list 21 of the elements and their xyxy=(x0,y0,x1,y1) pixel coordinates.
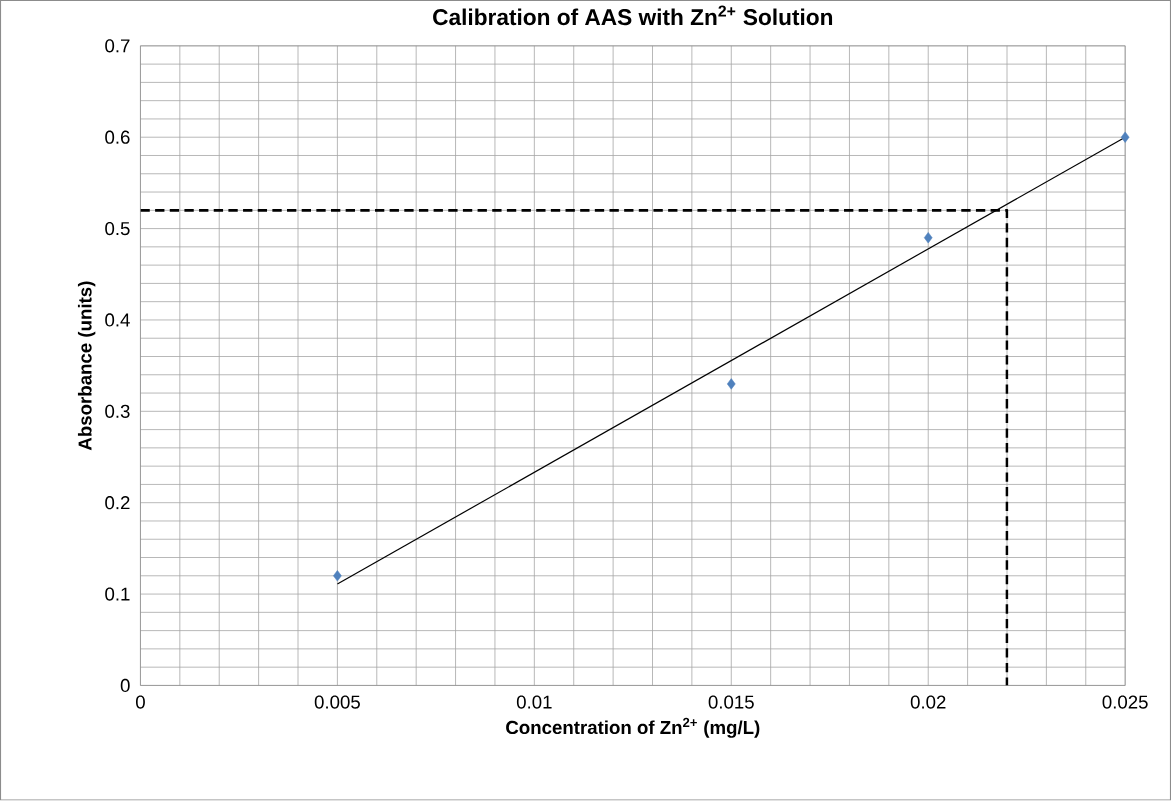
x-tick-label: 0.02 xyxy=(910,695,946,709)
x-tick-label: 0.01 xyxy=(516,695,552,709)
y-tick-label: 0.2 xyxy=(105,496,130,510)
point xyxy=(727,378,736,390)
y-tick-label: 0.4 xyxy=(105,313,130,327)
y-tick-label: 0 xyxy=(120,679,130,693)
point xyxy=(923,232,933,244)
point xyxy=(333,570,342,582)
x-tick-label: 0.015 xyxy=(708,695,754,709)
x-tick-label: 0 xyxy=(135,695,145,709)
x-tick-label: 0.005 xyxy=(314,695,360,709)
y-tick-label: 0.5 xyxy=(105,222,130,236)
y-tick-label: 0.6 xyxy=(105,130,130,145)
point xyxy=(1120,131,1130,144)
y-tick-label: 0.7 xyxy=(105,39,130,53)
y-tick-label: 0.3 xyxy=(105,404,130,419)
y-tick-label: 0.1 xyxy=(105,587,130,601)
x-axis-title: Concentration of Zn$^{2+}$ (mg/L) xyxy=(506,718,760,739)
y-axis-title: Absorbance (units) xyxy=(77,281,96,451)
x-tick-label: 0.025 xyxy=(1102,695,1148,709)
chart-title: Calibration of AAS with Zn$^{2+}$ Solution xyxy=(433,5,833,26)
